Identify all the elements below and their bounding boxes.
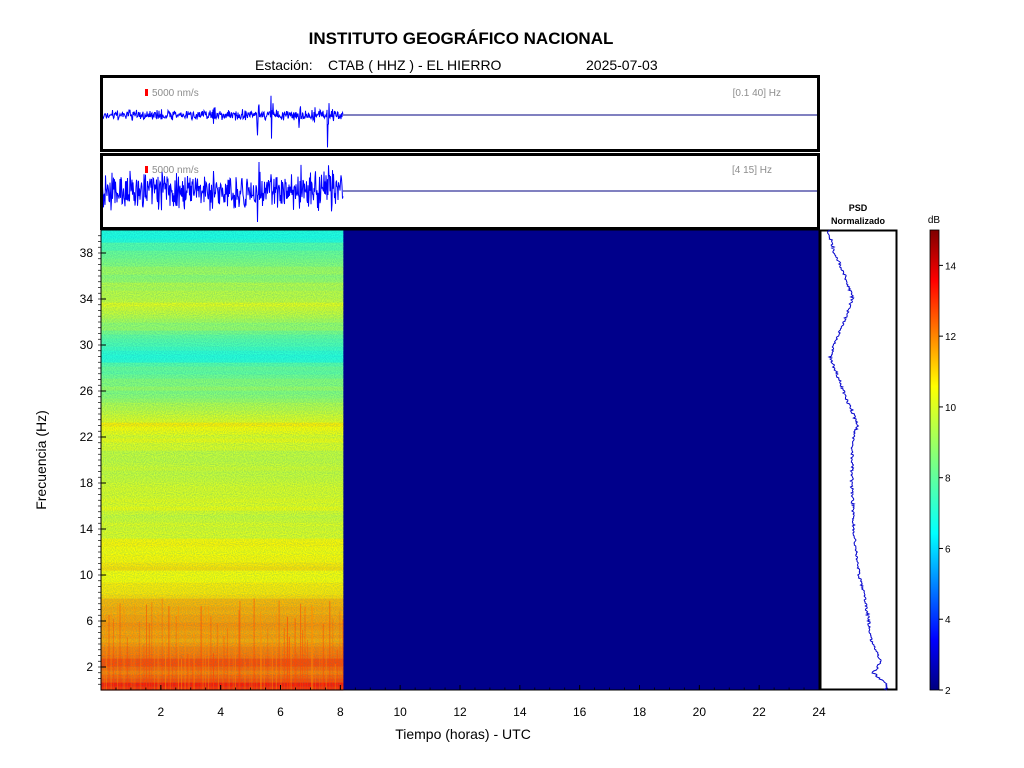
spectrogram-speckle xyxy=(101,230,344,690)
seismogram-frame-filtered xyxy=(100,153,820,230)
y-tick-label: 18 xyxy=(80,476,94,490)
x-tick-label: 18 xyxy=(633,705,647,719)
colorbar-tick-label: 2 xyxy=(945,686,951,697)
y-tick-label: 26 xyxy=(80,384,94,398)
colorbar-tick-label: 4 xyxy=(945,615,951,626)
spectrogram-streaks xyxy=(103,598,344,690)
x-tick-label: 20 xyxy=(693,705,707,719)
filter-label-filtered: [4 15] Hz xyxy=(732,165,772,176)
station-label: Estación: xyxy=(255,57,313,73)
scale-label-filtered: 5000 nm/s xyxy=(152,165,199,176)
x-tick-label: 8 xyxy=(337,705,344,719)
y-tick-label: 2 xyxy=(86,660,93,674)
y-tick-label: 22 xyxy=(80,430,94,444)
colorbar-label: dB xyxy=(928,215,941,226)
y-tick-label: 10 xyxy=(80,568,94,582)
x-tick-label: 2 xyxy=(157,705,164,719)
figure-date: 2025-07-03 xyxy=(586,57,658,73)
x-tick-label: 4 xyxy=(217,705,224,719)
scale-label-broadband: 5000 nm/s xyxy=(152,88,199,99)
y-tick-label: 38 xyxy=(80,246,94,260)
filter-label-broadband: [0.1 40] Hz xyxy=(733,88,781,99)
y-tick-label: 34 xyxy=(80,292,94,306)
station-name: CTAB ( HHZ ) - EL HIERRO xyxy=(328,57,502,73)
psd-panel: PSD Normalizado xyxy=(819,203,898,691)
spectrogram-empty-region xyxy=(343,230,819,690)
seismogram-panel-filtered: 5000 nm/s [4 15] Hz xyxy=(100,153,820,230)
scale-bar-broadband xyxy=(145,89,148,96)
colorbar: dB 2 4 6 8 10 12 14 xyxy=(928,215,957,697)
spectrogram-panel: 2 4 6 8 10 12 14 16 18 20 22 24 261014182226303438 … xyxy=(33,229,826,742)
x-axis-label: Tiempo (horas) - UTC xyxy=(395,726,531,742)
psd-subtitle: Normalizado xyxy=(831,216,886,226)
colorbar-tick-label: 10 xyxy=(945,403,957,414)
colorbar-tick-label: 12 xyxy=(945,332,957,343)
colorbar-ticks: 2 4 6 8 10 12 14 xyxy=(939,261,957,697)
figure-title: INSTITUTO GEOGRÁFICO NACIONAL xyxy=(309,29,614,48)
seismogram-panel-broadband: 5000 nm/s [0.1 40] Hz xyxy=(100,75,820,152)
x-tick-label: 12 xyxy=(453,705,467,719)
x-tick-label: 6 xyxy=(277,705,284,719)
psd-title: PSD xyxy=(849,203,868,213)
x-tick-label: 10 xyxy=(393,705,407,719)
x-tick-label: 14 xyxy=(513,705,527,719)
seismogram-trace-filtered xyxy=(102,161,344,223)
y-tick-label: 30 xyxy=(80,338,94,352)
spectrogram-data-region xyxy=(101,230,344,691)
x-tick-label: 24 xyxy=(812,705,826,719)
colorbar-gradient xyxy=(929,229,940,691)
x-tick-label: 22 xyxy=(752,705,766,719)
y-tick-label: 14 xyxy=(80,522,94,536)
seismogram-trace-broadband xyxy=(102,95,344,148)
scale-bar-filtered xyxy=(145,166,148,173)
y-tick-label: 6 xyxy=(86,614,93,628)
psd-frame xyxy=(819,229,898,691)
colorbar-tick-label: 6 xyxy=(945,544,951,555)
x-axis-ticks: 2 4 6 8 10 12 14 16 18 20 22 24 xyxy=(115,685,826,719)
colorbar-tick-label: 8 xyxy=(945,474,951,485)
psd-profile-line xyxy=(827,229,889,691)
y-axis-label: Frecuencia (Hz) xyxy=(33,410,49,510)
seismogram-frame-broadband xyxy=(100,75,820,152)
x-tick-label: 16 xyxy=(573,705,587,719)
colorbar-tick-label: 14 xyxy=(945,261,957,272)
